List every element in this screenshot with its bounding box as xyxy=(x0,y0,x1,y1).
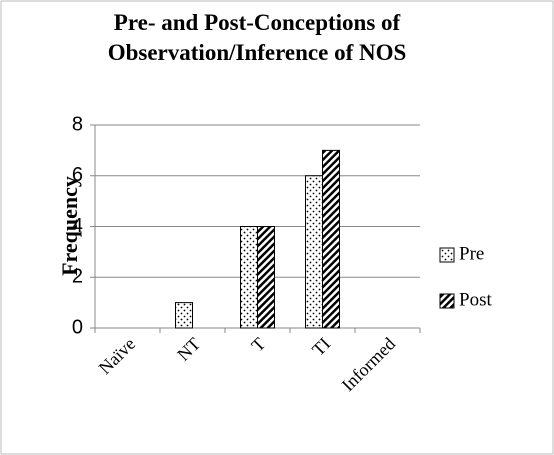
y-tick-label: 4 xyxy=(72,215,83,237)
bar xyxy=(240,226,258,329)
y-tick-label: 8 xyxy=(72,113,83,135)
bar xyxy=(305,175,323,329)
x-tick-label: Naïve xyxy=(95,334,140,379)
bar xyxy=(175,302,193,329)
bar xyxy=(322,149,340,329)
y-tick-label: 0 xyxy=(72,316,83,338)
y-tick-label: 2 xyxy=(72,266,83,288)
legend-label: Post xyxy=(459,289,492,310)
bar xyxy=(257,226,275,329)
legend-swatch xyxy=(439,293,455,309)
y-axis-label: Frequency xyxy=(57,176,82,276)
x-tick-label: Informed xyxy=(338,334,400,396)
x-tick-label: T xyxy=(247,334,269,356)
x-tick-label: TI xyxy=(308,334,334,360)
x-tick-label: NT xyxy=(173,334,204,365)
y-tick-label: 6 xyxy=(72,164,83,186)
chart-title: Pre- and Post-Conceptions of Observation… xyxy=(107,10,407,65)
legend-swatch xyxy=(439,247,455,263)
legend-label: Pre xyxy=(459,243,484,264)
